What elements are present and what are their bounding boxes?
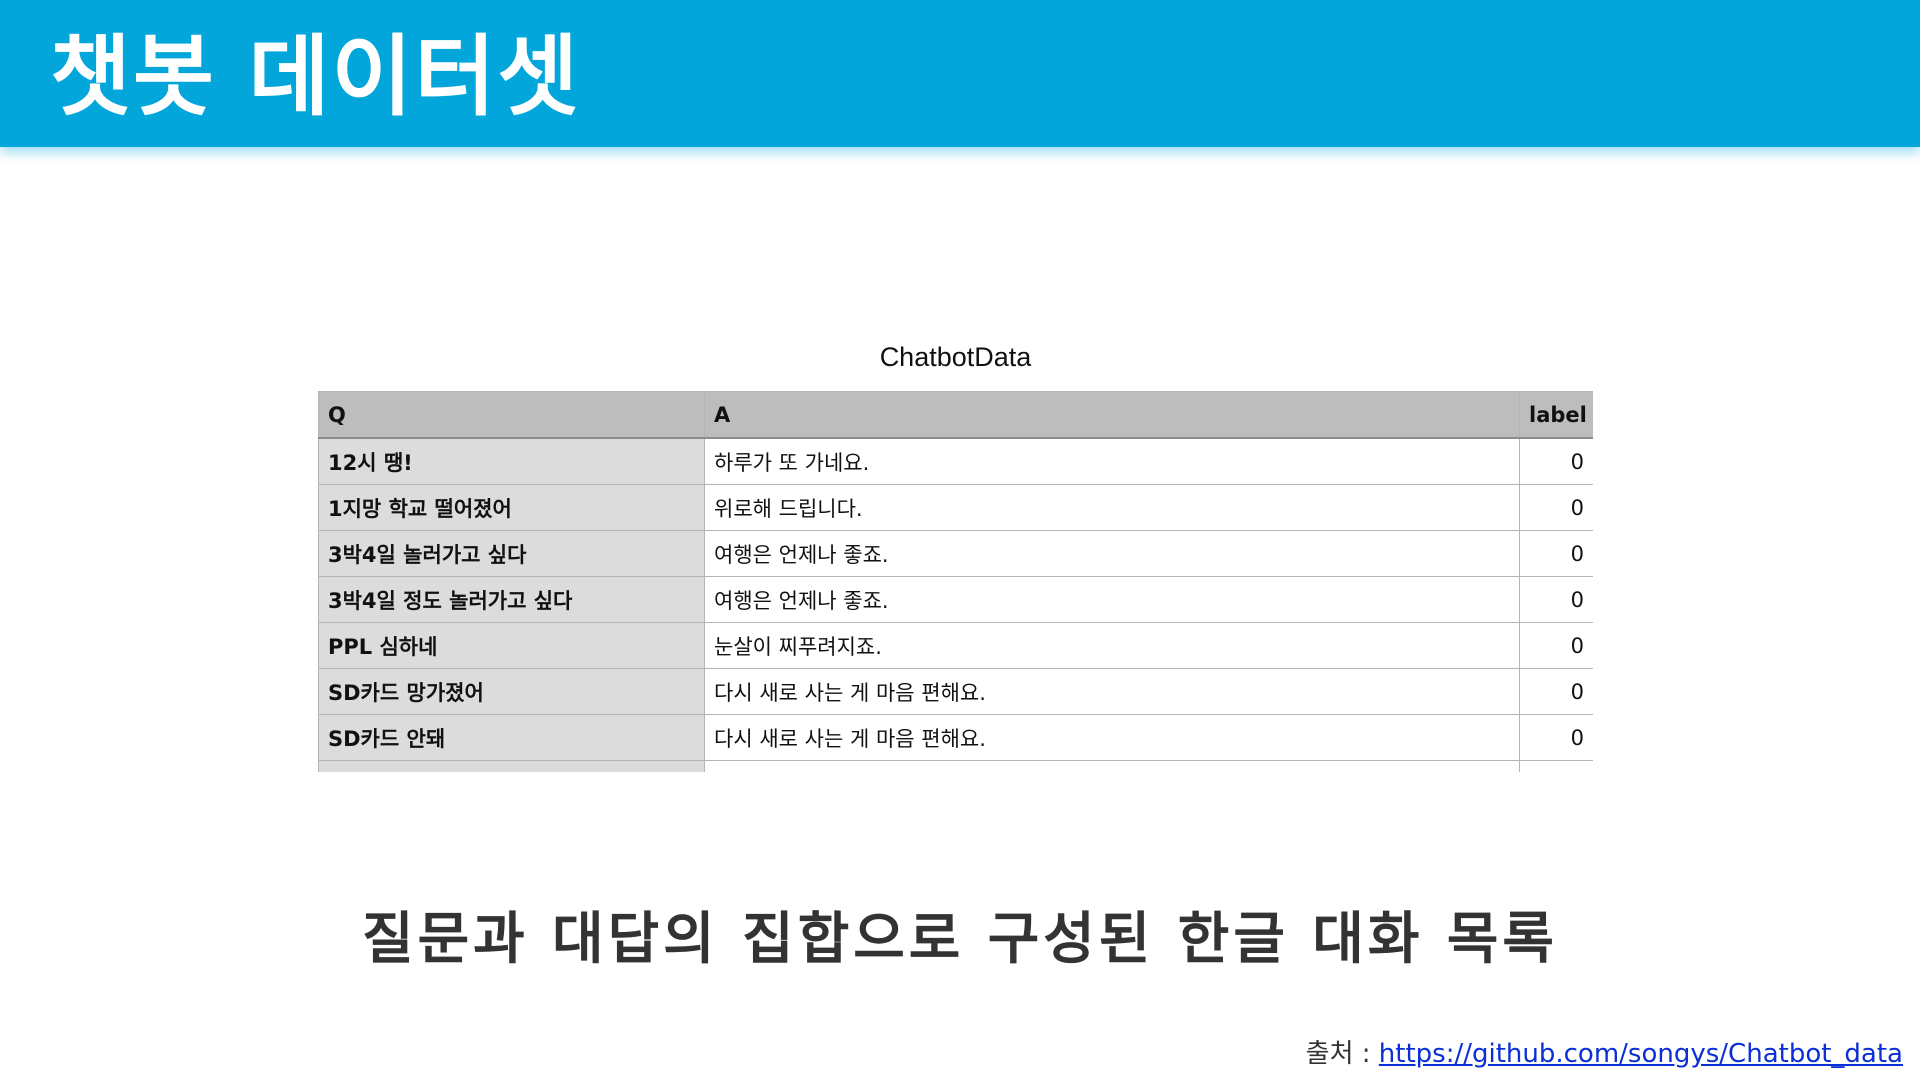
table-row: SD카드 안돼 다시 새로 사는 게 마음 편해요. 0 [318, 714, 1593, 761]
slide-subtitle: 질문과 대답의 집합으로 구성된 한글 대화 목록 [362, 907, 1558, 972]
label-cell [1519, 760, 1593, 772]
column-header-a: A [704, 391, 1520, 439]
chatbot-data-table: Q A label 12시 땡! 하루가 또 가네요. 0 1지망 학교 떨어졌… [318, 391, 1593, 772]
source-citation: 출처 : https://github.com/songys/Chatbot_d… [1306, 1033, 1903, 1070]
slide-title: 챗봇 데이터셋 [50, 25, 581, 128]
question-cell: 3박4일 놀러가고 싶다 [318, 530, 705, 577]
label-cell: 0 [1519, 530, 1593, 577]
label-cell: 0 [1519, 576, 1593, 623]
question-cell: 3박4일 정도 놀러가고 싶다 [318, 576, 705, 623]
answer-cell: 눈살이 찌푸려지죠. [704, 622, 1520, 669]
table-row: PPL 심하네 눈살이 찌푸려지죠. 0 [318, 622, 1593, 669]
answer-cell [704, 760, 1520, 772]
answer-cell: 위로해 드립니다. [704, 484, 1520, 531]
question-cell: SD카드 망가졌어 [318, 668, 705, 715]
source-prefix: 출처 : [1305, 1039, 1379, 1069]
label-cell: 0 [1519, 668, 1593, 715]
data-table-container: Q A label 12시 땡! 하루가 또 가네요. 0 1지망 학교 떨어졌… [318, 391, 1593, 772]
question-cell: PPL 심하네 [318, 622, 705, 669]
question-cell: SD카드 안돼 [318, 714, 705, 761]
table-row: 3박4일 정도 놀러가고 싶다 여행은 언제나 좋죠. 0 [318, 576, 1593, 623]
question-cell [318, 760, 705, 772]
column-header-label: label [1519, 391, 1593, 439]
label-cell: 0 [1519, 484, 1593, 531]
answer-cell: 하루가 또 가네요. [704, 437, 1520, 485]
table-row-partial [318, 760, 1593, 772]
table-row: 3박4일 놀러가고 싶다 여행은 언제나 좋죠. 0 [318, 530, 1593, 577]
label-cell: 0 [1519, 437, 1593, 485]
source-link[interactable]: https://github.com/songys/Chatbot_data [1378, 1039, 1903, 1069]
answer-cell: 여행은 언제나 좋죠. [704, 576, 1520, 623]
answer-cell: 다시 새로 사는 게 마음 편해요. [704, 714, 1520, 761]
table-row: 1지망 학교 떨어졌어 위로해 드립니다. 0 [318, 484, 1593, 531]
answer-cell: 여행은 언제나 좋죠. [704, 530, 1520, 577]
answer-cell: 다시 새로 사는 게 마음 편해요. [704, 668, 1520, 715]
table-row: SD카드 망가졌어 다시 새로 사는 게 마음 편해요. 0 [318, 668, 1593, 715]
column-header-q: Q [318, 391, 705, 439]
question-cell: 1지망 학교 떨어졌어 [318, 484, 705, 531]
label-cell: 0 [1519, 714, 1593, 761]
table-caption: ChatbotData [879, 342, 1032, 372]
label-cell: 0 [1519, 622, 1593, 669]
title-bar: 챗봇 데이터셋 [0, 0, 1920, 147]
question-cell: 12시 땡! [318, 437, 705, 485]
table-header-row: Q A label [318, 391, 1593, 439]
table-row: 12시 땡! 하루가 또 가네요. 0 [318, 437, 1593, 485]
